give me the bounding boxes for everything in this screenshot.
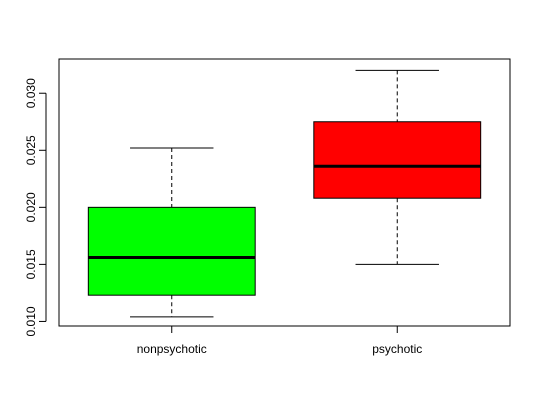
box-nonpsychotic	[87, 147, 256, 318]
x-tick-label: psychotic	[372, 342, 422, 356]
box-iqr	[313, 121, 482, 199]
x-tick-label: nonpsychotic	[137, 342, 207, 356]
box-series	[87, 69, 482, 318]
y-tick-label: 0.030	[24, 78, 38, 108]
box-iqr	[87, 206, 256, 296]
y-tick-label: 0.020	[24, 192, 38, 222]
y-axis: 0.010 0.015 0.020 0.025 0.030	[24, 78, 47, 336]
plot-frame	[58, 58, 511, 327]
x-axis: nonpsychotic psychotic	[137, 326, 422, 356]
box-psychotic	[313, 69, 482, 265]
y-tick-label: 0.010	[24, 306, 38, 336]
y-tick-label: 0.025	[24, 135, 38, 165]
y-tick-label: 0.015	[24, 249, 38, 279]
